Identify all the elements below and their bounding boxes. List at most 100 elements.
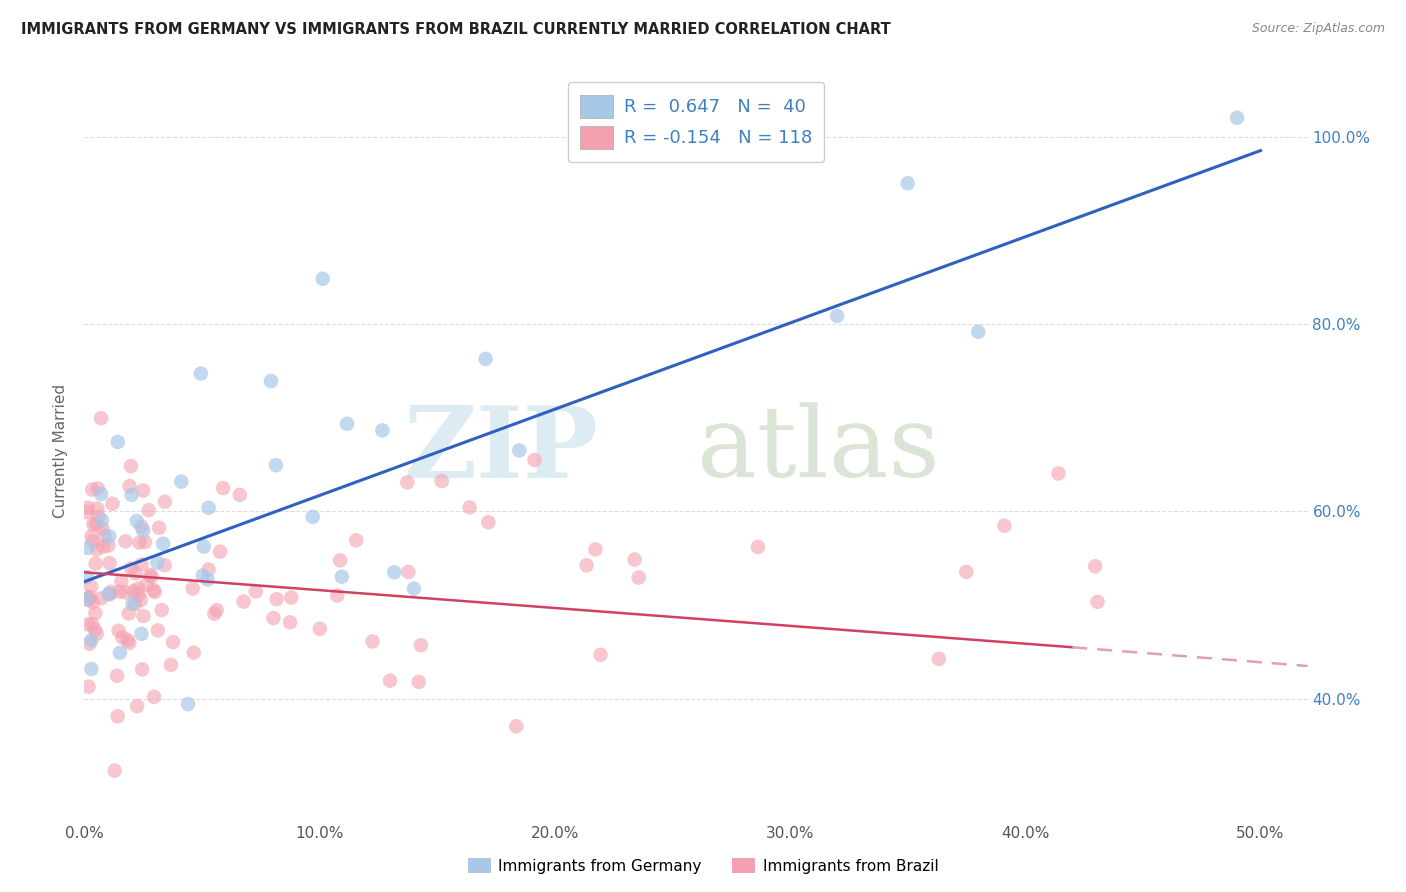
Point	[118, 607, 141, 621]
Point	[264, 458, 287, 472]
Point	[107, 624, 129, 638]
Point	[160, 657, 183, 672]
Point	[330, 569, 353, 583]
Point	[108, 584, 131, 599]
Point	[153, 558, 176, 573]
Point	[308, 622, 330, 636]
Point	[190, 367, 212, 381]
Point	[86, 542, 108, 557]
Point	[408, 674, 430, 689]
Point	[91, 540, 114, 554]
Point	[132, 524, 155, 538]
Point	[141, 569, 163, 583]
Point	[98, 529, 121, 543]
Point	[86, 501, 108, 516]
Point	[409, 638, 432, 652]
Text: Source: ZipAtlas.com: Source: ZipAtlas.com	[1251, 22, 1385, 36]
Point	[396, 565, 419, 579]
Point	[197, 562, 219, 576]
Point	[825, 309, 848, 323]
Point	[76, 617, 98, 632]
Point	[77, 680, 100, 694]
Point	[508, 443, 530, 458]
Point	[128, 535, 150, 549]
Point	[142, 582, 165, 597]
Point	[90, 411, 112, 425]
Point	[336, 417, 359, 431]
Point	[202, 607, 225, 621]
Point	[458, 500, 481, 515]
Point	[107, 434, 129, 449]
Point	[131, 662, 153, 676]
Point	[97, 587, 120, 601]
Point	[121, 597, 143, 611]
Point	[162, 635, 184, 649]
Point	[131, 520, 153, 534]
Point	[132, 483, 155, 498]
Point	[80, 662, 103, 676]
Point	[897, 177, 920, 191]
Point	[177, 697, 200, 711]
Point	[91, 521, 114, 535]
Point	[91, 513, 114, 527]
Point	[191, 568, 214, 582]
Point	[118, 479, 141, 493]
Legend: Immigrants from Germany, Immigrants from Brazil: Immigrants from Germany, Immigrants from…	[461, 852, 945, 880]
Point	[77, 593, 100, 607]
Point	[124, 566, 146, 581]
Point	[153, 494, 176, 508]
Point	[1047, 467, 1070, 481]
Point	[212, 481, 235, 495]
Point	[125, 514, 148, 528]
Legend: R =  0.647   N =  40, R = -0.154   N = 118: R = 0.647 N = 40, R = -0.154 N = 118	[568, 82, 824, 161]
Point	[108, 646, 131, 660]
Point	[79, 637, 101, 651]
Point	[90, 487, 112, 501]
Point	[79, 590, 101, 604]
Point	[121, 488, 143, 502]
Point	[993, 518, 1015, 533]
Point	[104, 764, 127, 778]
Point	[361, 634, 384, 648]
Point	[120, 561, 142, 575]
Point	[474, 351, 496, 366]
Point	[114, 585, 136, 599]
Point	[80, 580, 103, 594]
Point	[627, 570, 650, 584]
Point	[312, 271, 335, 285]
Point	[77, 500, 100, 515]
Point	[80, 633, 103, 648]
Point	[111, 631, 134, 645]
Point	[82, 617, 104, 632]
Point	[82, 517, 104, 532]
Point	[76, 541, 98, 555]
Point	[260, 374, 283, 388]
Point	[86, 627, 108, 641]
Point	[76, 505, 98, 519]
Point	[143, 585, 166, 599]
Y-axis label: Currently Married: Currently Married	[53, 384, 69, 517]
Point	[193, 540, 215, 554]
Point	[76, 570, 98, 584]
Point	[143, 690, 166, 704]
Point	[128, 587, 150, 601]
Point	[87, 509, 110, 524]
Point	[127, 699, 149, 714]
Point	[107, 709, 129, 723]
Point	[344, 533, 367, 548]
Point	[131, 627, 153, 641]
Point	[232, 594, 254, 608]
Point	[110, 574, 132, 589]
Text: ZIP: ZIP	[404, 402, 598, 499]
Point	[97, 539, 120, 553]
Point	[83, 623, 105, 637]
Point	[170, 475, 193, 489]
Text: IMMIGRANTS FROM GERMANY VS IMMIGRANTS FROM BRAZIL CURRENTLY MARRIED CORRELATION : IMMIGRANTS FROM GERMANY VS IMMIGRANTS FR…	[21, 22, 891, 37]
Point	[575, 558, 598, 573]
Point	[1084, 559, 1107, 574]
Point	[229, 488, 252, 502]
Point	[402, 582, 425, 596]
Point	[77, 591, 100, 606]
Point	[82, 483, 104, 497]
Point	[150, 603, 173, 617]
